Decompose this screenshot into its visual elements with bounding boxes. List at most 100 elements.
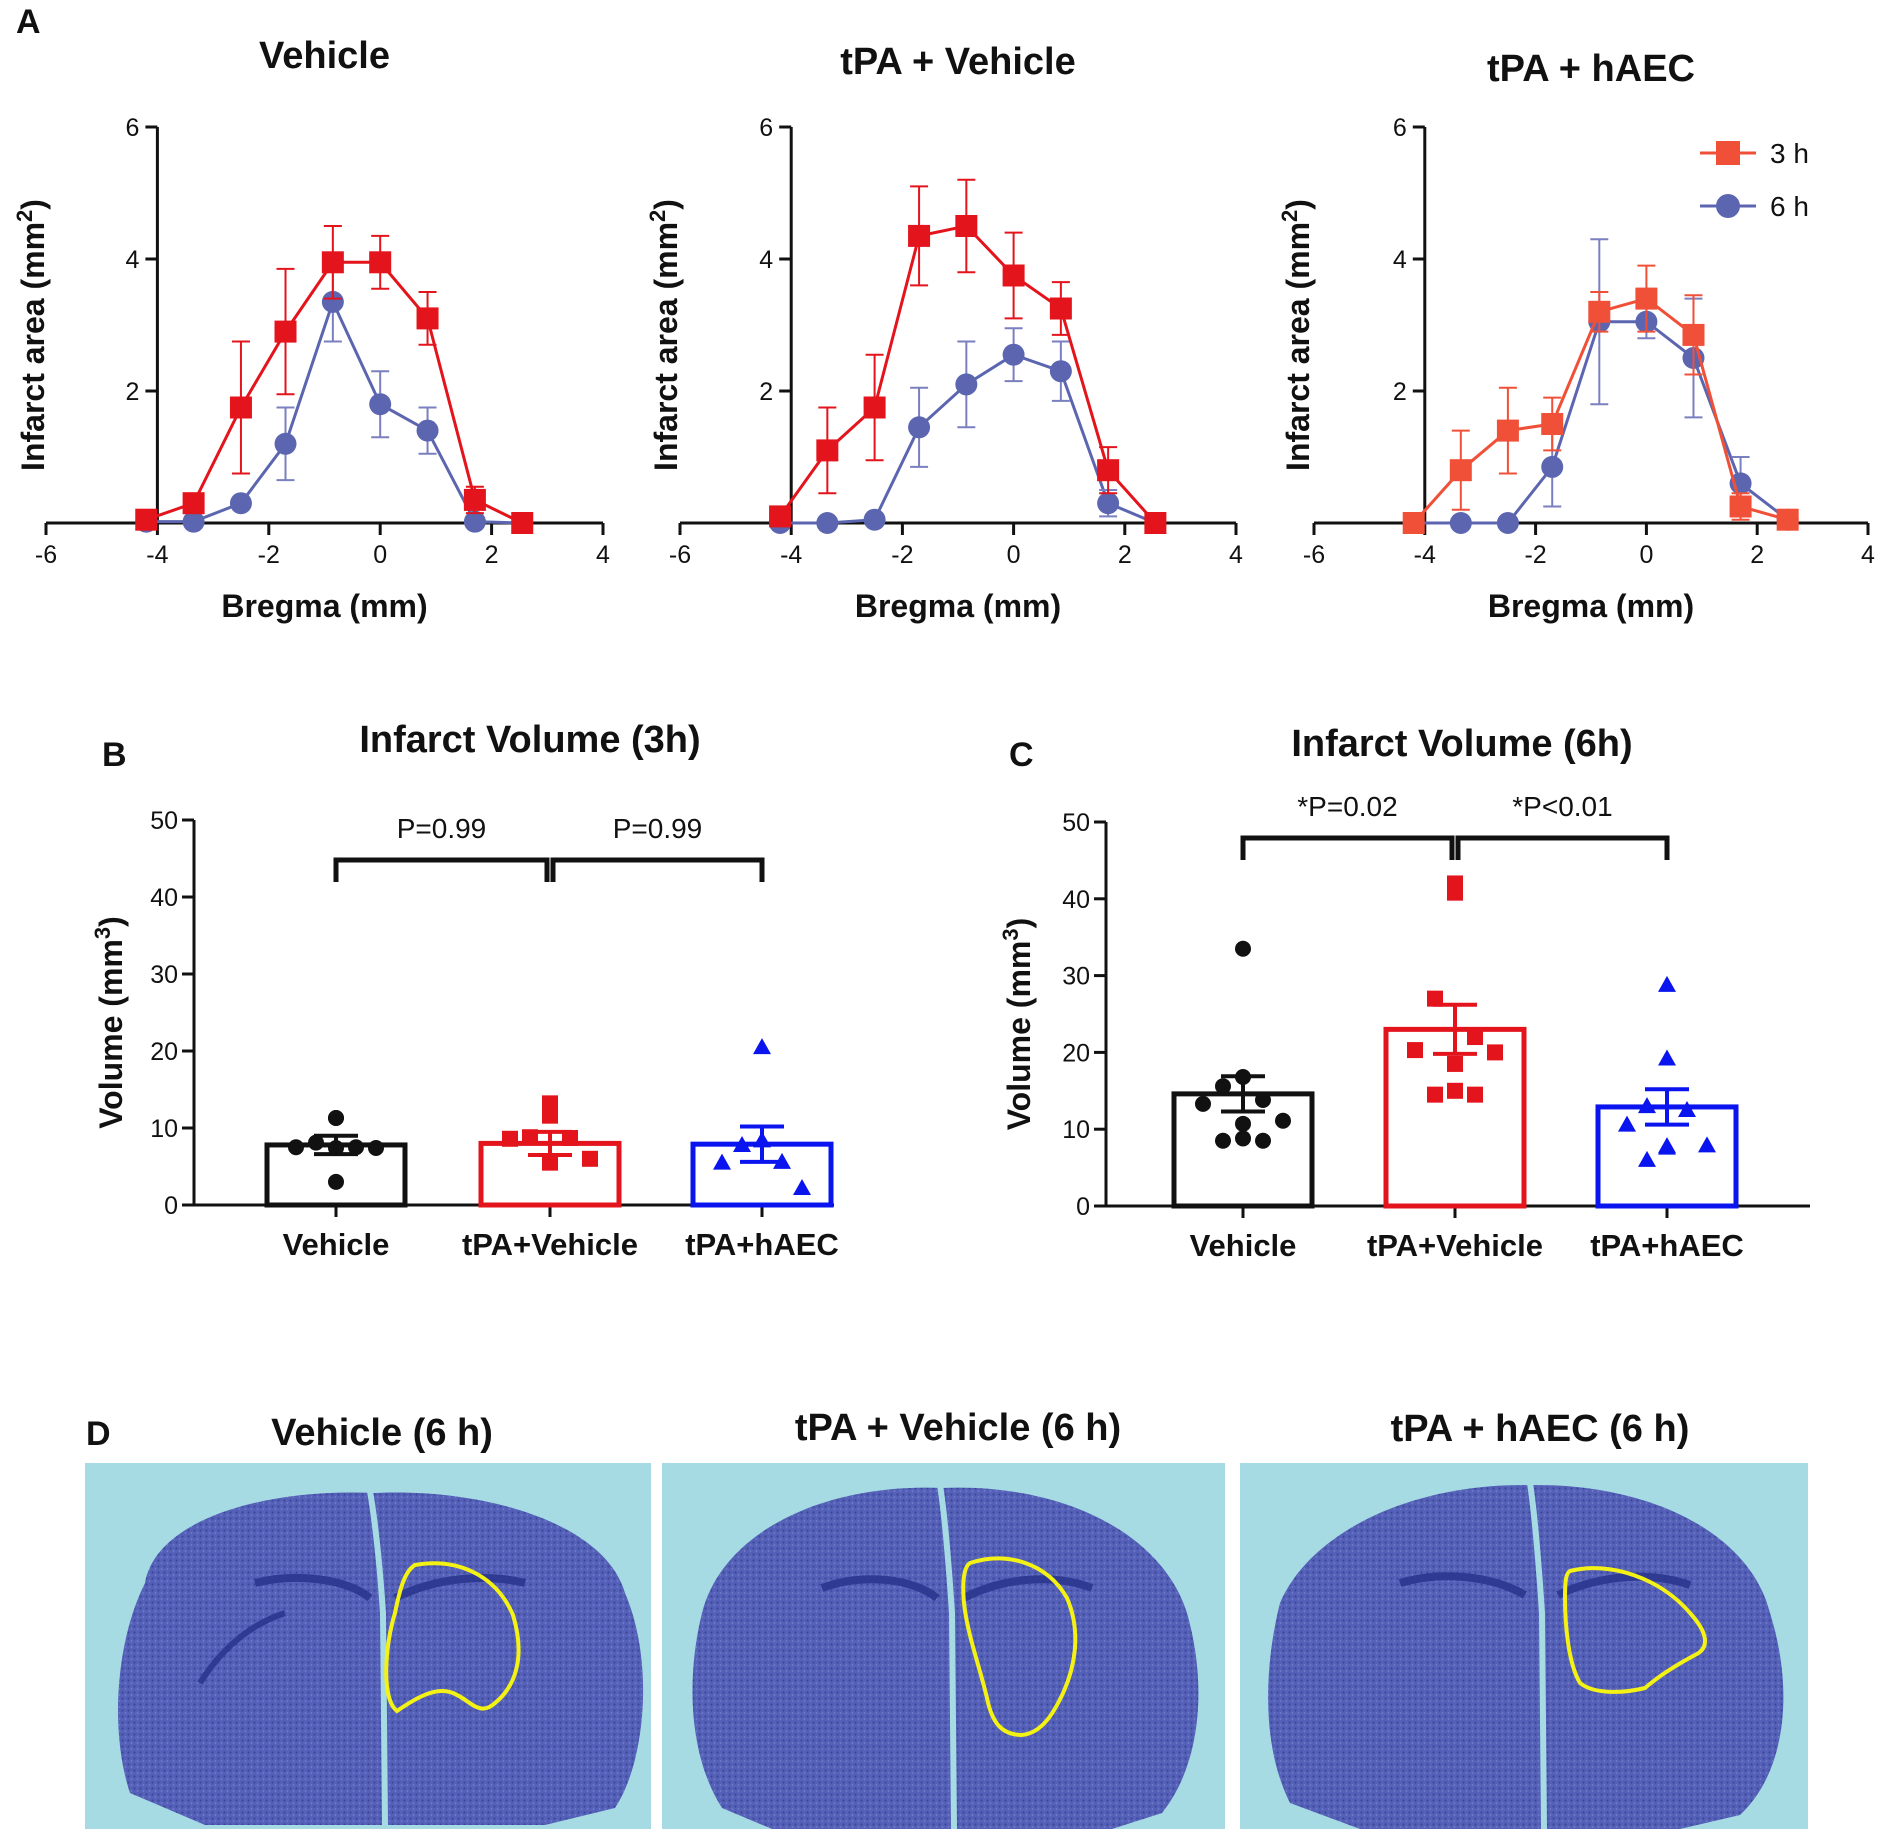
y-axis-title: Volume (mm3) — [90, 916, 129, 1129]
x-tick-label: 2 — [1750, 541, 1764, 569]
y-axis-title-sup: 3 — [90, 927, 115, 939]
data-point-3h — [1588, 300, 1611, 323]
infarct-outline-tpa-haec — [1562, 1566, 1707, 1694]
data-point-6h — [1097, 492, 1120, 515]
data-point-tpa-haec — [793, 1179, 811, 1196]
category-label: tPA+hAEC — [1590, 1228, 1744, 1263]
histology-title-tpa-vehicle: tPA + Vehicle (6 h) — [795, 1407, 1121, 1449]
data-point-tpa-vehicle — [502, 1130, 518, 1147]
data-point-3h — [1002, 264, 1025, 287]
y-axis-title-sup: 3 — [998, 928, 1023, 940]
y-tick-label: 2 — [1393, 378, 1407, 406]
data-point-3h — [1682, 323, 1705, 346]
data-point-tpa-vehicle — [562, 1130, 578, 1147]
y-tick-label: 6 — [759, 114, 773, 142]
legend-marker-6h — [1716, 194, 1740, 218]
bar-chart-6h: Infarct Volume (6h) 0 10 20 30 40 50 Volume (mm… — [998, 723, 1810, 1263]
x-tick-label: -6 — [1303, 541, 1325, 569]
data-point-6h — [274, 432, 297, 455]
data-point-vehicle — [1275, 1112, 1291, 1129]
data-point-3h — [816, 439, 839, 462]
data-point-tpa-haec — [713, 1153, 731, 1170]
comparison-bracket — [333, 857, 550, 882]
p-value-label: P=0.99 — [397, 813, 487, 844]
category-label: Vehicle — [1190, 1228, 1297, 1263]
y-axis-title-close: ) — [1280, 199, 1316, 210]
data-point-3h — [1449, 459, 1472, 482]
category-label: tPA+hAEC — [685, 1227, 839, 1262]
data-point-tpa-vehicle — [1467, 1086, 1483, 1103]
infarct-outline-vehicle — [384, 1561, 521, 1714]
data-point-vehicle — [308, 1134, 324, 1151]
histology-title-vehicle: Vehicle (6 h) — [271, 1412, 493, 1454]
x-tick-label: 2 — [1118, 541, 1132, 569]
data-point-3h — [955, 215, 978, 237]
y-tick-label: 30 — [1062, 963, 1090, 991]
infarct-outline-tpa-vehicle — [961, 1556, 1078, 1738]
x-tick-label: -2 — [1524, 541, 1546, 569]
x-tick-label: -2 — [891, 541, 913, 569]
data-point-3h — [908, 224, 931, 247]
data-point-vehicle — [1235, 940, 1251, 957]
y-tick-label: 0 — [1076, 1193, 1090, 1221]
y-tick-label: 4 — [1393, 246, 1407, 274]
x-tick-label: 0 — [1639, 541, 1653, 569]
data-point-tpa-haec — [753, 1038, 771, 1055]
y-tick-label: 4 — [759, 246, 773, 274]
y-tick-label: 20 — [1062, 1039, 1090, 1067]
x-tick-label: -4 — [146, 541, 168, 569]
data-point-vehicle — [1235, 1068, 1251, 1085]
chart-title: Infarct Volume (6h) — [1291, 723, 1632, 765]
y-tick-label: 30 — [150, 961, 178, 989]
data-point-tpa-haec — [1698, 1136, 1716, 1153]
y-tick-label: 6 — [1393, 114, 1407, 142]
data-point-3h — [416, 307, 439, 330]
data-point-tpa-haec — [1618, 1115, 1636, 1132]
x-axis-title: Bregma (mm) — [1488, 588, 1694, 624]
y-tick-label: 6 — [125, 114, 139, 142]
data-point-tpa-haec — [1678, 1101, 1696, 1117]
data-point-3h — [1635, 287, 1658, 310]
legend-label-6h: 6 h — [1770, 191, 1809, 222]
y-tick-label: 10 — [150, 1115, 178, 1143]
y-axis-title-close: ) — [1001, 918, 1037, 929]
p-value-label: *P<0.01 — [1512, 791, 1612, 822]
panel-label-a: A — [16, 3, 41, 41]
data-point-tpa-vehicle — [1487, 1044, 1503, 1061]
data-point-6h — [463, 510, 486, 533]
data-point-tpa-haec — [1658, 1049, 1676, 1066]
data-point-3h — [1097, 459, 1120, 482]
y-axis-title: Infarct area (mm2) — [1277, 199, 1316, 471]
y-axis-title-text: Volume (mm — [93, 939, 129, 1129]
data-point-6h — [1541, 455, 1564, 478]
y-tick-label: 40 — [1062, 886, 1090, 914]
y-tick-label: 2 — [759, 378, 773, 406]
data-point-tpa-vehicle — [1407, 1042, 1423, 1059]
data-point-vehicle — [1235, 1115, 1251, 1132]
data-point-6h — [369, 393, 392, 416]
line-chart-tpa-vehicle: tPA + Vehicle -6 -4 -2 0 2 4 2 4 6 Bregma (mm) Infa… — [645, 41, 1243, 624]
x-tick-label: 2 — [485, 541, 499, 569]
data-point-tpa-haec — [733, 1135, 751, 1152]
data-point-6h — [1449, 512, 1472, 534]
data-point-6h — [1049, 360, 1072, 383]
y-axis-title-text: Volume (mm — [1001, 941, 1037, 1131]
data-point-6h — [182, 510, 205, 533]
category-label: tPA+Vehicle — [462, 1227, 638, 1262]
line-chart-vehicle: Vehicle -6 -4 -2 0 2 4 2 4 6 Bregma (mm) Infarct ar… — [12, 35, 610, 624]
data-point-tpa-vehicle — [1447, 1082, 1463, 1099]
y-axis-title-close: ) — [93, 916, 129, 927]
histology-image-tpa-vehicle — [662, 1463, 1225, 1830]
data-point-tpa-vehicle — [542, 1154, 558, 1171]
p-value-label: *P=0.02 — [1297, 791, 1397, 822]
legend-label-3h: 3 h — [1770, 138, 1809, 169]
comparison-bracket — [1240, 835, 1455, 860]
x-tick-label: -2 — [258, 541, 280, 569]
data-point-3h — [1402, 512, 1425, 534]
data-point-3h — [1541, 413, 1564, 435]
y-tick-label: 10 — [1062, 1116, 1090, 1144]
data-point-tpa-vehicle — [542, 1095, 558, 1112]
data-point-3h — [511, 512, 534, 534]
y-tick-label: 4 — [125, 246, 139, 274]
